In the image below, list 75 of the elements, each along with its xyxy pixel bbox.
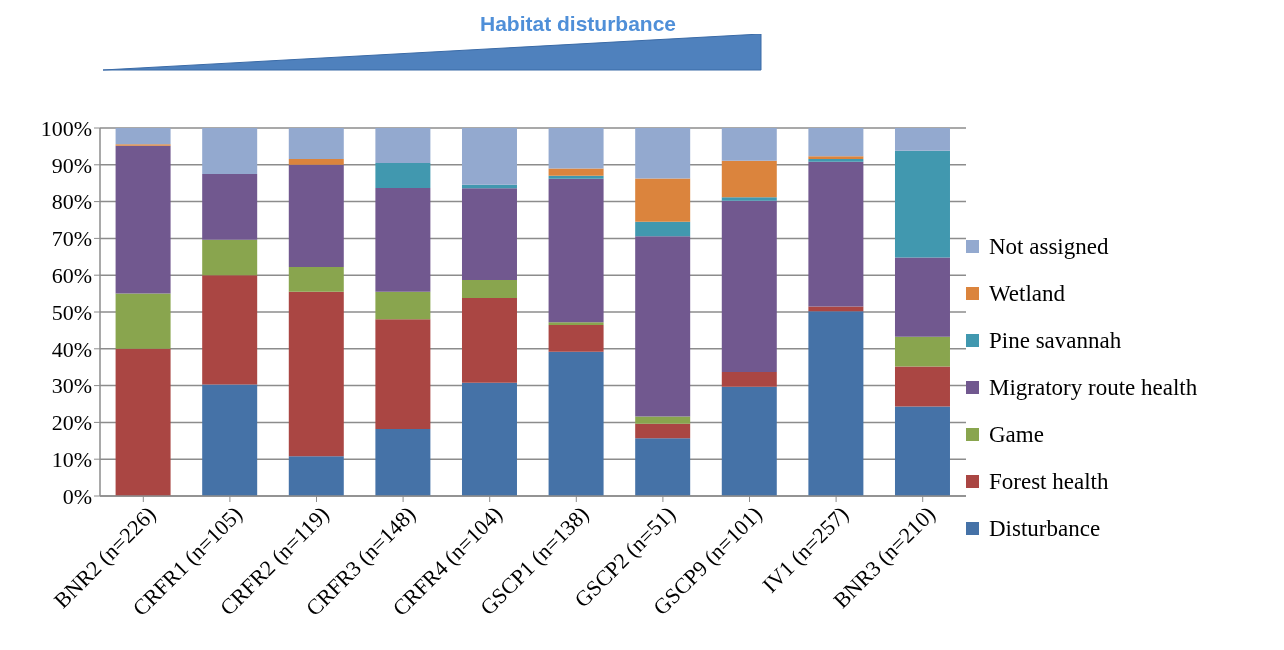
y-tick-label: 60% bbox=[51, 263, 92, 289]
y-tick-label: 10% bbox=[51, 447, 92, 473]
y-tick-label: 80% bbox=[51, 189, 92, 215]
bar bbox=[894, 257, 950, 337]
bar bbox=[288, 158, 344, 165]
bar bbox=[721, 160, 777, 198]
bar bbox=[548, 324, 604, 352]
bar bbox=[721, 386, 777, 496]
chart-title: Habitat disturbance bbox=[478, 12, 677, 36]
bar bbox=[202, 128, 258, 174]
bar bbox=[461, 382, 517, 496]
bar bbox=[375, 291, 431, 320]
bar bbox=[288, 456, 344, 496]
legend-label: Game bbox=[989, 421, 1044, 448]
bar bbox=[288, 164, 344, 268]
bar bbox=[202, 384, 258, 496]
bar bbox=[375, 162, 431, 188]
bar bbox=[808, 311, 864, 496]
bar bbox=[635, 178, 691, 222]
bar bbox=[288, 267, 344, 292]
bar bbox=[721, 128, 777, 161]
bar bbox=[115, 348, 171, 496]
bar bbox=[635, 221, 691, 237]
y-tick-label: 0% bbox=[62, 483, 92, 509]
bar bbox=[808, 128, 864, 157]
bar bbox=[894, 366, 950, 407]
bar bbox=[461, 298, 517, 383]
bar bbox=[461, 188, 517, 280]
bar bbox=[115, 145, 171, 294]
bar bbox=[635, 128, 691, 179]
bar bbox=[548, 351, 604, 496]
y-tick-label: 30% bbox=[51, 373, 92, 399]
y-tick-label: 40% bbox=[51, 336, 92, 362]
bar bbox=[288, 128, 344, 159]
bar bbox=[548, 168, 604, 176]
bar bbox=[635, 438, 691, 496]
bar bbox=[375, 319, 431, 430]
bar bbox=[202, 275, 258, 385]
bar bbox=[115, 293, 171, 349]
bar bbox=[375, 128, 431, 163]
y-tick-label: 70% bbox=[51, 226, 92, 252]
legend-label: Wetland bbox=[989, 280, 1066, 307]
bar bbox=[721, 371, 777, 387]
bar bbox=[461, 279, 517, 299]
bar bbox=[894, 336, 950, 367]
bar bbox=[548, 322, 604, 325]
bar bbox=[548, 178, 604, 323]
bar bbox=[548, 128, 604, 169]
y-tick-label: 50% bbox=[51, 299, 92, 325]
legend-label: Disturbance bbox=[989, 515, 1101, 542]
bar bbox=[808, 161, 864, 307]
bar bbox=[461, 128, 517, 185]
legend-label: Not assigned bbox=[989, 233, 1109, 260]
bar bbox=[375, 429, 431, 496]
y-tick-label: 20% bbox=[51, 410, 92, 436]
bar bbox=[635, 416, 691, 424]
bar bbox=[548, 175, 604, 179]
bar bbox=[202, 239, 258, 276]
bar bbox=[721, 200, 777, 372]
bar bbox=[894, 150, 950, 258]
y-tick-label: 90% bbox=[51, 152, 92, 178]
bar bbox=[635, 236, 691, 417]
bar bbox=[721, 197, 777, 201]
bar bbox=[375, 187, 431, 292]
bar bbox=[115, 128, 171, 145]
bar bbox=[635, 423, 691, 439]
legend-label: Pine savannah bbox=[989, 327, 1122, 354]
bar bbox=[808, 306, 864, 312]
bar bbox=[202, 174, 258, 240]
legend-label: Migratory route health bbox=[989, 374, 1198, 401]
legend-label: Forest health bbox=[989, 468, 1109, 495]
bar bbox=[894, 128, 950, 151]
bar bbox=[288, 291, 344, 457]
bar bbox=[894, 406, 950, 496]
y-tick-label: 100% bbox=[40, 115, 92, 141]
